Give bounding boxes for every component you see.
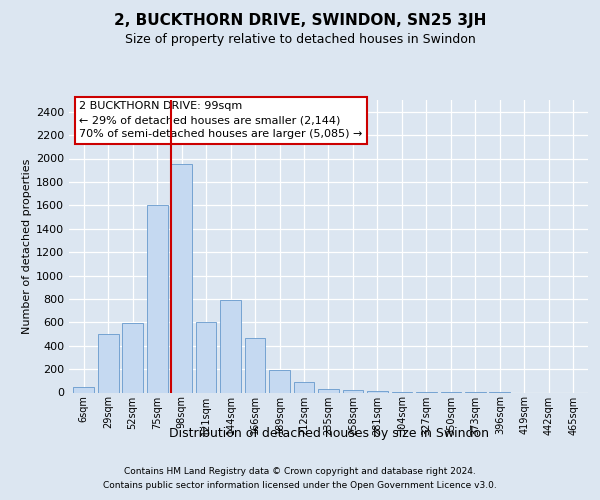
Text: Size of property relative to detached houses in Swindon: Size of property relative to detached ho… bbox=[125, 32, 475, 46]
Bar bbox=[245, 338, 265, 392]
Text: Distribution of detached houses by size in Swindon: Distribution of detached houses by size … bbox=[169, 428, 489, 440]
Bar bbox=[171, 164, 192, 392]
Bar bbox=[269, 370, 290, 392]
Bar bbox=[343, 390, 364, 392]
Bar bbox=[122, 324, 143, 392]
Bar bbox=[196, 322, 217, 392]
Text: 2, BUCKTHORN DRIVE, SWINDON, SN25 3JH: 2, BUCKTHORN DRIVE, SWINDON, SN25 3JH bbox=[114, 12, 486, 28]
Text: Contains HM Land Registry data © Crown copyright and database right 2024.: Contains HM Land Registry data © Crown c… bbox=[124, 468, 476, 476]
Bar bbox=[147, 206, 167, 392]
Bar bbox=[73, 386, 94, 392]
Text: 2 BUCKTHORN DRIVE: 99sqm
← 29% of detached houses are smaller (2,144)
70% of sem: 2 BUCKTHORN DRIVE: 99sqm ← 29% of detach… bbox=[79, 102, 363, 140]
Bar bbox=[318, 389, 339, 392]
Bar bbox=[293, 382, 314, 392]
Y-axis label: Number of detached properties: Number of detached properties bbox=[22, 158, 32, 334]
Bar bbox=[220, 300, 241, 392]
Text: Contains public sector information licensed under the Open Government Licence v3: Contains public sector information licen… bbox=[103, 481, 497, 490]
Bar bbox=[98, 334, 119, 392]
Bar bbox=[367, 390, 388, 392]
